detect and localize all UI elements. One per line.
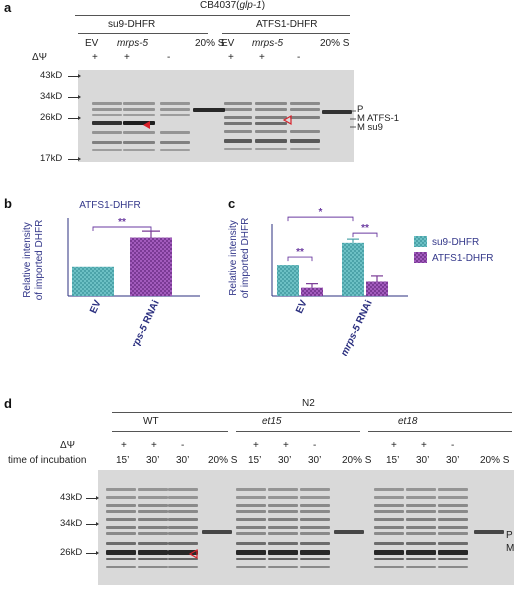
open-arrow-icon: [190, 550, 197, 558]
panel-d-band-p: P: [506, 530, 513, 541]
panel-d-band-m: M: [506, 543, 514, 554]
